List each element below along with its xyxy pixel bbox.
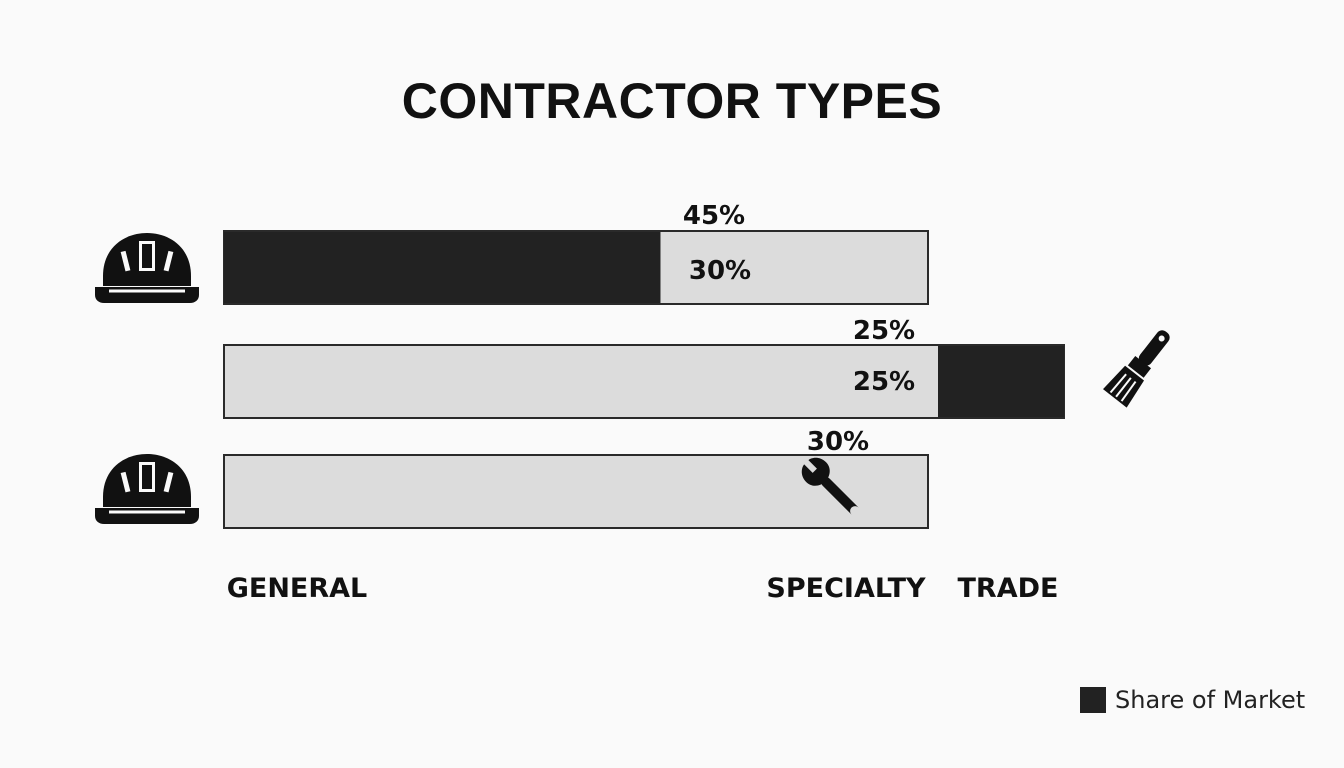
category-label: SPECIALTY (766, 573, 926, 604)
data-label: 25% (853, 367, 915, 397)
hard-hat-icon (93, 452, 201, 526)
legend: Share of Market (1080, 686, 1305, 714)
category-label: TRADE (958, 573, 1059, 604)
bar-fill (224, 232, 661, 303)
paintbrush-icon (1103, 330, 1170, 408)
bar-fill (938, 346, 1064, 417)
legend-swatch (1080, 687, 1106, 713)
data-label: 25% (853, 316, 915, 346)
legend-label: Share of Market (1115, 686, 1306, 714)
wrench-icon (801, 457, 861, 517)
bar-track (223, 454, 929, 529)
category-label: GENERAL (227, 573, 368, 604)
data-label: 30% (807, 427, 869, 457)
data-label: 30% (689, 256, 751, 286)
bar-track (223, 344, 1065, 419)
chart-title: CONTRACTOR TYPES (401, 73, 943, 129)
hard-hat-icon (93, 231, 201, 305)
data-label: 45% (683, 201, 745, 231)
